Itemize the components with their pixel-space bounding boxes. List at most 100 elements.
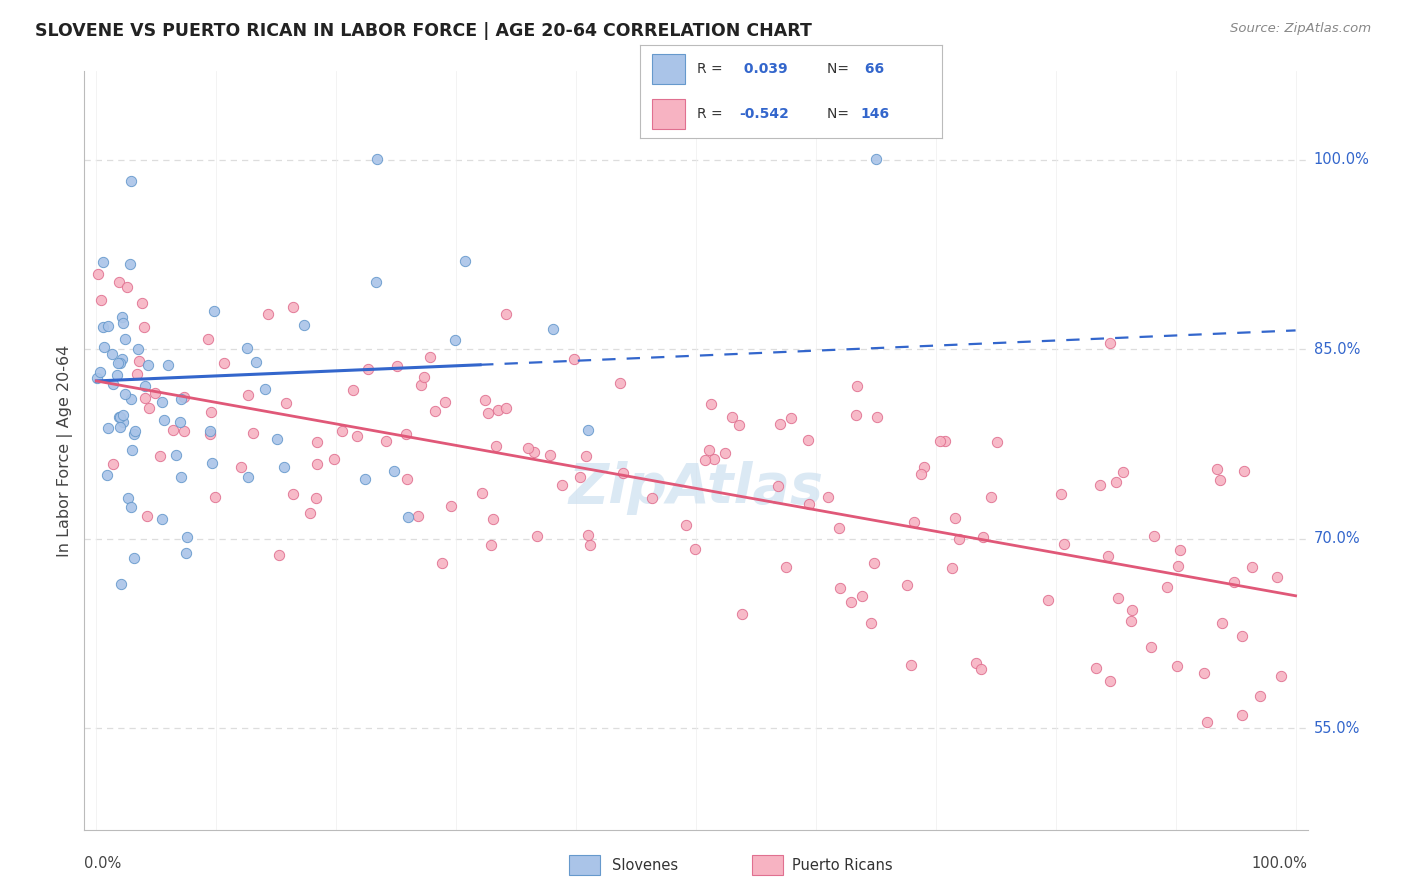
Point bbox=[96, 468, 118, 483]
Point bbox=[122, 427, 145, 442]
Text: 85.0%: 85.0% bbox=[1313, 342, 1360, 357]
Point bbox=[969, 662, 991, 676]
Point bbox=[714, 446, 737, 460]
Point bbox=[1050, 487, 1073, 501]
Point bbox=[281, 487, 304, 501]
Point bbox=[354, 472, 377, 486]
Point bbox=[91, 255, 114, 269]
Point bbox=[839, 594, 862, 608]
Point bbox=[101, 347, 124, 361]
Point bbox=[162, 423, 184, 437]
Point bbox=[1270, 669, 1292, 683]
Text: Puerto Ricans: Puerto Ricans bbox=[792, 858, 893, 872]
Point bbox=[117, 491, 139, 505]
Y-axis label: In Labor Force | Age 20-64: In Labor Force | Age 20-64 bbox=[58, 344, 73, 557]
Point bbox=[851, 589, 873, 603]
Point bbox=[169, 415, 191, 429]
Point bbox=[516, 441, 538, 455]
Point bbox=[523, 445, 546, 459]
Point bbox=[108, 420, 131, 434]
Point bbox=[176, 530, 198, 544]
Point bbox=[201, 456, 224, 470]
Point bbox=[120, 500, 142, 514]
Point bbox=[1222, 574, 1244, 589]
Point bbox=[307, 434, 329, 449]
Point bbox=[132, 319, 155, 334]
Point bbox=[202, 304, 225, 318]
Point bbox=[97, 319, 120, 334]
Point bbox=[281, 301, 304, 315]
Point bbox=[118, 257, 141, 271]
Point bbox=[108, 409, 131, 424]
Text: ZipAtlas: ZipAtlas bbox=[568, 461, 824, 516]
Point bbox=[236, 341, 259, 355]
Point bbox=[273, 460, 295, 475]
Point bbox=[1232, 708, 1254, 723]
Point bbox=[112, 408, 135, 422]
Point bbox=[323, 451, 346, 466]
Point bbox=[721, 409, 744, 424]
Point bbox=[384, 464, 406, 478]
Point bbox=[1240, 560, 1263, 574]
Text: -0.542: -0.542 bbox=[740, 107, 789, 121]
Point bbox=[1195, 714, 1218, 729]
Point bbox=[1170, 543, 1192, 558]
Point bbox=[695, 453, 717, 467]
Point bbox=[385, 359, 408, 374]
Point bbox=[200, 424, 222, 438]
Point bbox=[204, 490, 226, 504]
Text: 100.0%: 100.0% bbox=[1313, 153, 1369, 168]
Point bbox=[775, 560, 797, 574]
Point bbox=[866, 410, 889, 425]
Point bbox=[817, 490, 839, 504]
Bar bbox=[652, 54, 685, 84]
Point bbox=[114, 333, 136, 347]
Text: N=: N= bbox=[827, 62, 853, 76]
Point bbox=[896, 578, 918, 592]
Point bbox=[1099, 673, 1122, 688]
Point bbox=[859, 615, 882, 630]
Point bbox=[948, 533, 970, 547]
Point bbox=[97, 421, 120, 435]
Point bbox=[799, 497, 821, 511]
Point bbox=[242, 426, 264, 441]
Point bbox=[269, 548, 291, 562]
Point bbox=[538, 448, 561, 462]
Point bbox=[433, 395, 456, 409]
Point bbox=[266, 433, 288, 447]
Point bbox=[1249, 690, 1271, 704]
Point bbox=[865, 152, 887, 166]
Point bbox=[1232, 629, 1254, 643]
Text: 100.0%: 100.0% bbox=[1251, 856, 1308, 871]
Point bbox=[305, 491, 328, 505]
Point bbox=[1156, 580, 1178, 594]
Point bbox=[569, 470, 592, 484]
Point bbox=[374, 434, 396, 449]
Point bbox=[364, 275, 387, 289]
Point bbox=[609, 376, 631, 390]
Point bbox=[484, 440, 506, 454]
Point bbox=[578, 538, 600, 552]
Text: Slovenes: Slovenes bbox=[612, 858, 678, 872]
Point bbox=[212, 356, 235, 370]
Point bbox=[346, 429, 368, 443]
Point bbox=[863, 556, 886, 570]
Point bbox=[174, 546, 197, 560]
Point bbox=[111, 317, 134, 331]
Point bbox=[245, 354, 267, 368]
Point bbox=[1097, 549, 1119, 563]
Point bbox=[965, 657, 987, 671]
Point bbox=[731, 607, 754, 621]
Point bbox=[342, 384, 364, 398]
Point bbox=[120, 392, 142, 406]
Point bbox=[170, 392, 193, 406]
Point bbox=[1105, 475, 1128, 489]
Point bbox=[238, 388, 260, 402]
Point bbox=[254, 383, 277, 397]
Point bbox=[576, 527, 599, 541]
Point bbox=[481, 539, 503, 553]
Point bbox=[107, 275, 129, 289]
Point bbox=[440, 499, 463, 513]
Point bbox=[173, 390, 195, 404]
Point bbox=[395, 426, 418, 441]
